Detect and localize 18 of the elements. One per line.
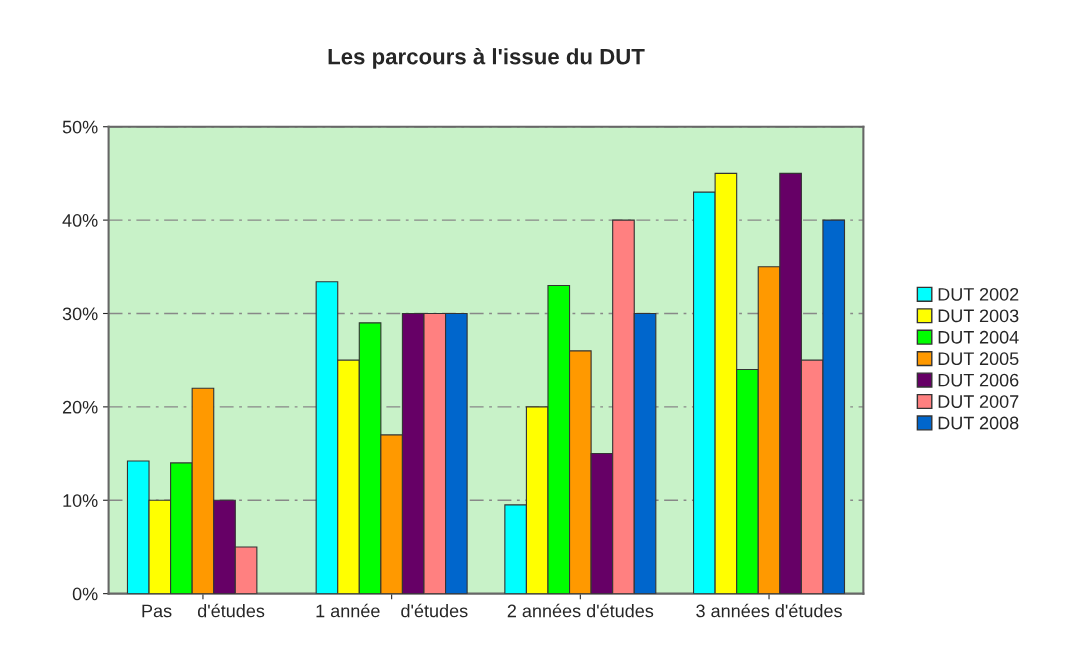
y-tick-label: 40% — [62, 214, 98, 227]
y-tick-label: 20% — [62, 400, 98, 414]
x-tick-label: 3 années d'études — [696, 603, 842, 618]
y-tick-label: 30% — [62, 307, 98, 321]
y-tick-label: 10% — [63, 494, 98, 507]
legend-label: DUT 2008 — [938, 416, 1019, 430]
x-tick-label: 1 année d'études — [316, 603, 468, 618]
legend-label: DUT 2006 — [938, 373, 1019, 387]
legend-label: DUT 2003 — [938, 309, 1019, 323]
legend-label: DUT 2002 — [938, 287, 1019, 301]
x-tick-label: Pas d'études — [142, 603, 265, 618]
y-tick-label: 0% — [72, 587, 98, 601]
y-tick-label: 50% — [62, 120, 98, 134]
legend-label: DUT 2005 — [938, 352, 1019, 366]
chart-title: Les parcours à l'issue du DUT — [328, 47, 645, 69]
legend-label: DUT 2004 — [938, 330, 1019, 344]
legend-label: DUT 2007 — [938, 395, 1019, 408]
x-tick-label: 2 années d'études — [507, 603, 654, 618]
